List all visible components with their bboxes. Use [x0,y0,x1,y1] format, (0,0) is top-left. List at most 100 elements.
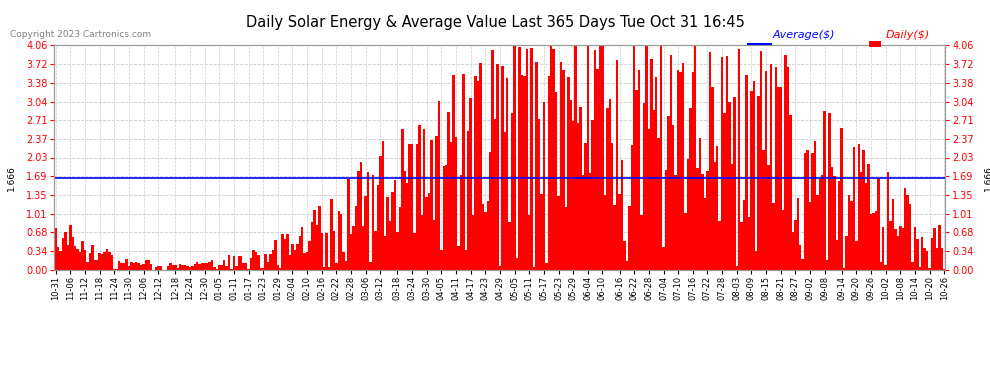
Bar [606,108,609,270]
Bar [577,123,579,270]
Bar [760,51,762,270]
Bar [897,236,899,270]
Bar [664,170,667,270]
Bar [436,136,438,270]
Bar [884,265,887,270]
Bar [601,45,604,270]
Bar [404,171,406,270]
Bar [245,262,248,270]
Bar [774,67,777,270]
Bar [76,249,79,270]
Bar [347,180,349,270]
Bar [401,129,404,270]
Bar [879,262,882,270]
Bar [333,231,336,270]
Bar [523,76,526,270]
Bar [276,265,279,270]
Bar [218,265,221,270]
Bar [842,268,845,270]
Bar [423,129,426,270]
Bar [482,204,484,270]
Bar [221,265,223,270]
Bar [572,121,574,270]
Bar [711,87,714,270]
Bar [624,241,626,270]
Bar [477,81,479,270]
Bar [484,212,486,270]
Bar [547,76,550,270]
Bar [596,69,599,270]
Bar [679,72,682,270]
Bar [206,263,208,270]
Bar [939,225,940,270]
Bar [228,255,231,270]
Bar [587,45,589,270]
Bar [794,220,797,270]
Bar [128,266,130,270]
Bar [464,250,467,270]
Bar [198,264,201,270]
Bar [196,262,198,270]
Bar [692,72,694,270]
Bar [284,239,286,270]
Bar [357,171,359,270]
Bar [96,260,98,270]
Bar [526,49,528,270]
Bar [452,75,454,270]
Bar [343,252,345,270]
Bar [79,252,81,270]
Bar [291,244,294,270]
Bar [409,144,411,270]
Bar [443,166,446,270]
Bar [64,232,66,270]
Bar [682,63,684,270]
Bar [907,195,909,270]
Bar [289,255,291,270]
Bar [240,256,243,270]
Bar [340,214,343,270]
Bar [889,221,892,270]
Bar [98,253,101,270]
Bar [860,172,862,270]
Bar [462,74,464,270]
Bar [719,220,721,270]
Bar [133,262,135,270]
Bar [518,46,521,270]
Bar [411,144,413,270]
Bar [438,101,441,270]
Bar [269,254,271,270]
Bar [171,266,174,270]
Bar [804,153,806,270]
Bar [394,180,396,270]
Bar [66,245,69,270]
Bar [940,248,943,270]
Bar [457,246,459,270]
Bar [926,251,929,270]
Bar [254,252,257,270]
Bar [447,112,449,270]
Bar [699,138,701,270]
Bar [211,260,213,270]
Bar [181,265,184,270]
Bar [506,78,509,270]
Bar [821,175,824,270]
Bar [924,248,926,270]
Bar [650,59,652,270]
Bar [943,269,945,270]
Bar [567,77,569,270]
Bar [379,156,381,270]
Bar [126,259,128,270]
Text: Daily($): Daily($) [886,30,931,40]
Bar [914,226,916,270]
Bar [733,97,736,270]
Bar [874,211,877,270]
Bar [428,193,431,270]
Bar [123,263,126,270]
Bar [752,81,755,270]
Bar [574,45,577,270]
Bar [672,124,674,270]
Bar [599,45,601,270]
Bar [911,261,914,270]
Bar [684,213,687,270]
Bar [113,268,116,270]
